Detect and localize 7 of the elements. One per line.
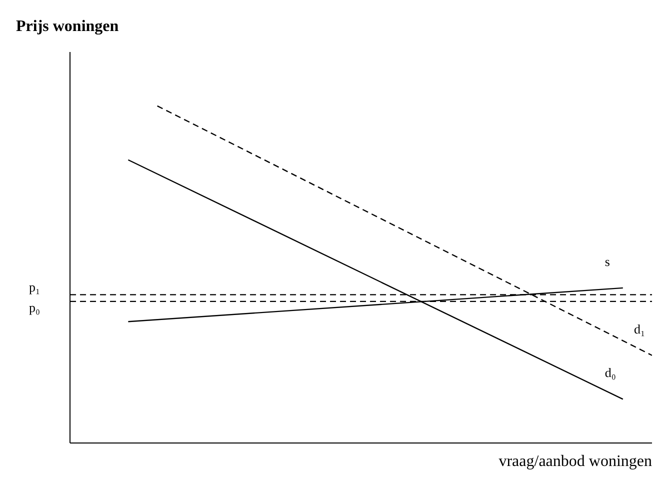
chart-title: Prijs woningen xyxy=(16,18,119,36)
series-label: d₁ xyxy=(634,321,646,336)
ref-line-label: p₁ xyxy=(28,279,40,294)
series-label: d₀ xyxy=(604,365,616,380)
series-label: s xyxy=(604,254,610,269)
ref-line-label: p₀ xyxy=(28,300,40,316)
x-axis-title: vraag/aanbod woningen xyxy=(498,453,652,471)
